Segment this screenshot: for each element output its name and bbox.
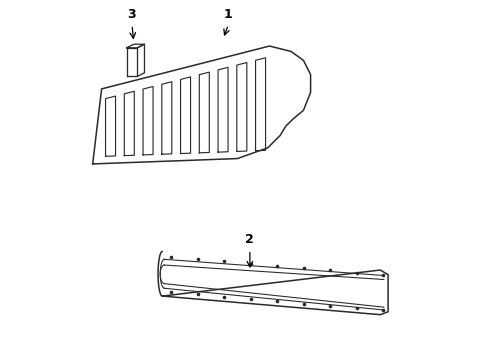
Text: 1: 1 — [224, 8, 232, 21]
Text: 2: 2 — [245, 233, 254, 246]
Text: 3: 3 — [127, 8, 136, 21]
